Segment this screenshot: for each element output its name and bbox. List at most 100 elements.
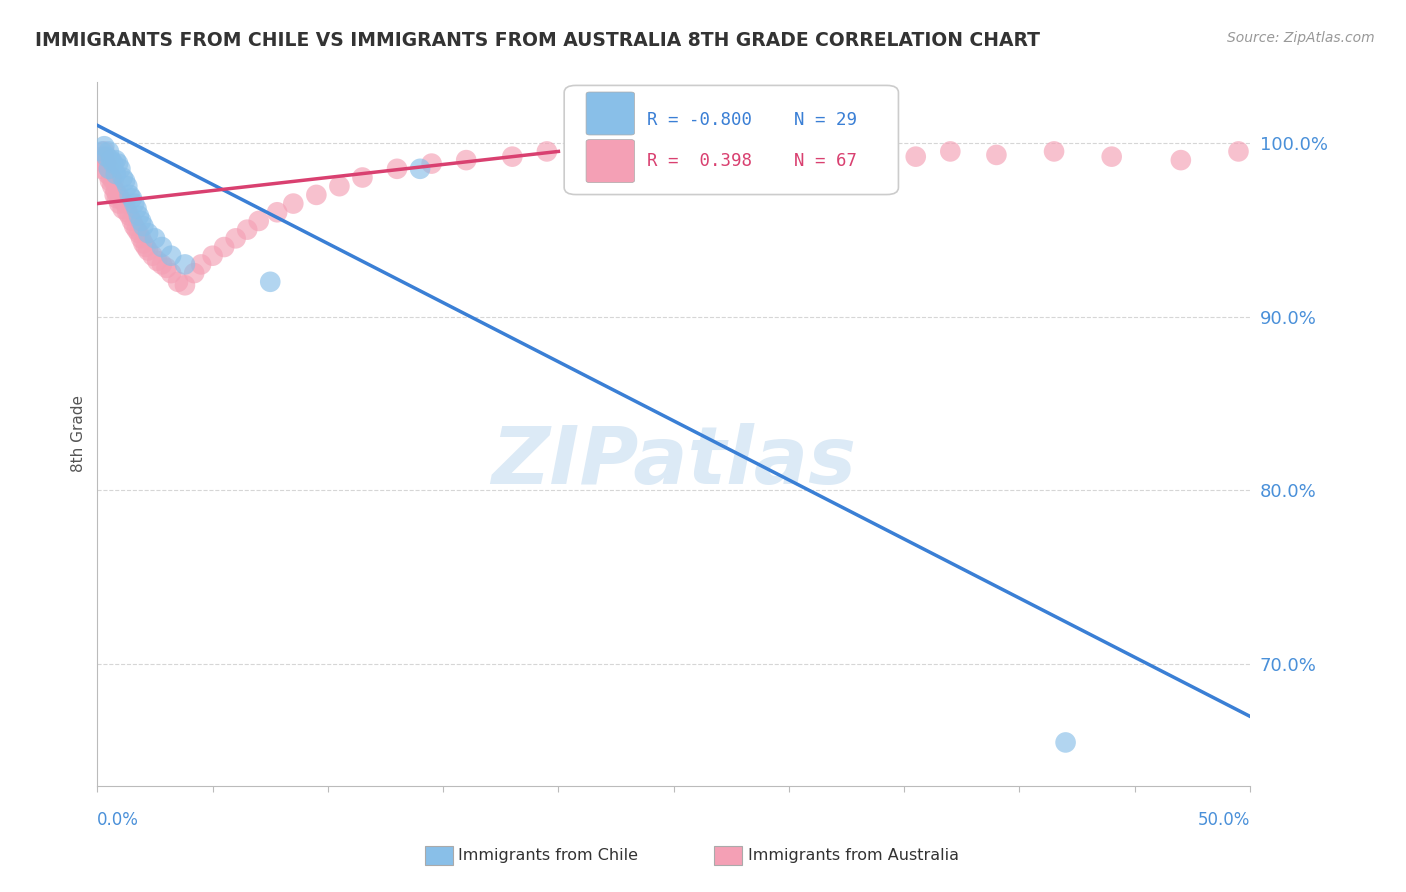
Point [212, 240, 235, 254]
Point [128, 226, 150, 240]
Point [91, 145, 114, 159]
Point [385, 161, 408, 176]
Point [118, 187, 141, 202]
Point [107, 156, 129, 170]
Point [167, 275, 190, 289]
Y-axis label: 8th Grade: 8th Grade [72, 395, 86, 473]
Point [778, 153, 800, 168]
Point [101, 179, 124, 194]
Point [160, 249, 183, 263]
Point [150, 257, 173, 271]
Point [96, 150, 118, 164]
Point [201, 249, 224, 263]
Point [225, 231, 247, 245]
Point [98, 174, 121, 188]
Text: 0.0%: 0.0% [97, 811, 139, 829]
Point [122, 196, 145, 211]
Point [114, 174, 136, 188]
Point [136, 244, 159, 258]
Point [97, 167, 120, 181]
Point [132, 236, 155, 251]
Point [247, 214, 270, 228]
Point [456, 153, 478, 168]
Point [97, 161, 120, 176]
Point [1227, 145, 1250, 159]
Point [352, 170, 374, 185]
Text: IMMIGRANTS FROM CHILE VS IMMIGRANTS FROM AUSTRALIA 8TH GRADE CORRELATION CHART: IMMIGRANTS FROM CHILE VS IMMIGRANTS FROM… [35, 31, 1040, 50]
Point [129, 214, 152, 228]
Point [105, 191, 128, 205]
Point [136, 226, 159, 240]
FancyBboxPatch shape [586, 92, 634, 135]
Point [111, 202, 134, 216]
Point [305, 187, 328, 202]
Point [117, 179, 139, 194]
Point [1101, 150, 1123, 164]
Point [110, 161, 132, 176]
Point [236, 222, 259, 236]
Point [118, 209, 141, 223]
Point [190, 257, 212, 271]
Text: Immigrants from Australia: Immigrants from Australia [748, 848, 959, 863]
Point [128, 209, 150, 223]
Point [110, 191, 132, 205]
Point [90, 153, 112, 168]
Point [132, 219, 155, 234]
Point [150, 240, 173, 254]
Point [939, 145, 962, 159]
Point [122, 219, 145, 234]
Point [143, 231, 166, 245]
Text: R = -0.800    N = 29: R = -0.800 N = 29 [647, 111, 858, 129]
Text: Immigrants from Chile: Immigrants from Chile [458, 848, 638, 863]
Point [114, 196, 136, 211]
Point [111, 170, 134, 185]
Point [1170, 153, 1192, 168]
Point [91, 161, 114, 176]
Point [129, 231, 152, 245]
Point [104, 185, 127, 199]
FancyBboxPatch shape [586, 140, 634, 183]
Point [174, 257, 197, 271]
Point [605, 139, 627, 153]
Point [1043, 145, 1066, 159]
Point [104, 187, 127, 202]
Point [103, 156, 125, 170]
Point [420, 156, 443, 170]
Point [100, 153, 122, 168]
Point [96, 153, 118, 168]
Point [91, 150, 114, 164]
Text: Source: ZipAtlas.com: Source: ZipAtlas.com [1227, 31, 1375, 45]
FancyBboxPatch shape [564, 86, 898, 194]
Point [160, 266, 183, 280]
Point [100, 170, 122, 185]
Point [1054, 735, 1077, 749]
Text: R =  0.398    N = 67: R = 0.398 N = 67 [647, 152, 858, 169]
Point [662, 145, 685, 159]
Point [93, 145, 115, 159]
Point [146, 254, 169, 268]
Point [409, 161, 432, 176]
Text: ZIPatlas: ZIPatlas [491, 423, 856, 501]
Point [536, 145, 558, 159]
Point [107, 187, 129, 202]
Point [824, 156, 846, 170]
Point [986, 148, 1008, 162]
Point [155, 260, 177, 275]
Point [183, 266, 205, 280]
Point [103, 174, 125, 188]
Point [104, 153, 127, 168]
Point [266, 205, 288, 219]
Point [125, 202, 148, 216]
Point [259, 275, 281, 289]
Point [328, 179, 350, 194]
Point [104, 167, 127, 181]
Point [97, 145, 120, 159]
Point [174, 278, 197, 293]
Text: 50.0%: 50.0% [1198, 811, 1250, 829]
Point [904, 150, 927, 164]
Point [108, 196, 131, 211]
Point [97, 161, 120, 176]
Point [720, 150, 742, 164]
Point [859, 153, 882, 168]
Point [125, 222, 148, 236]
